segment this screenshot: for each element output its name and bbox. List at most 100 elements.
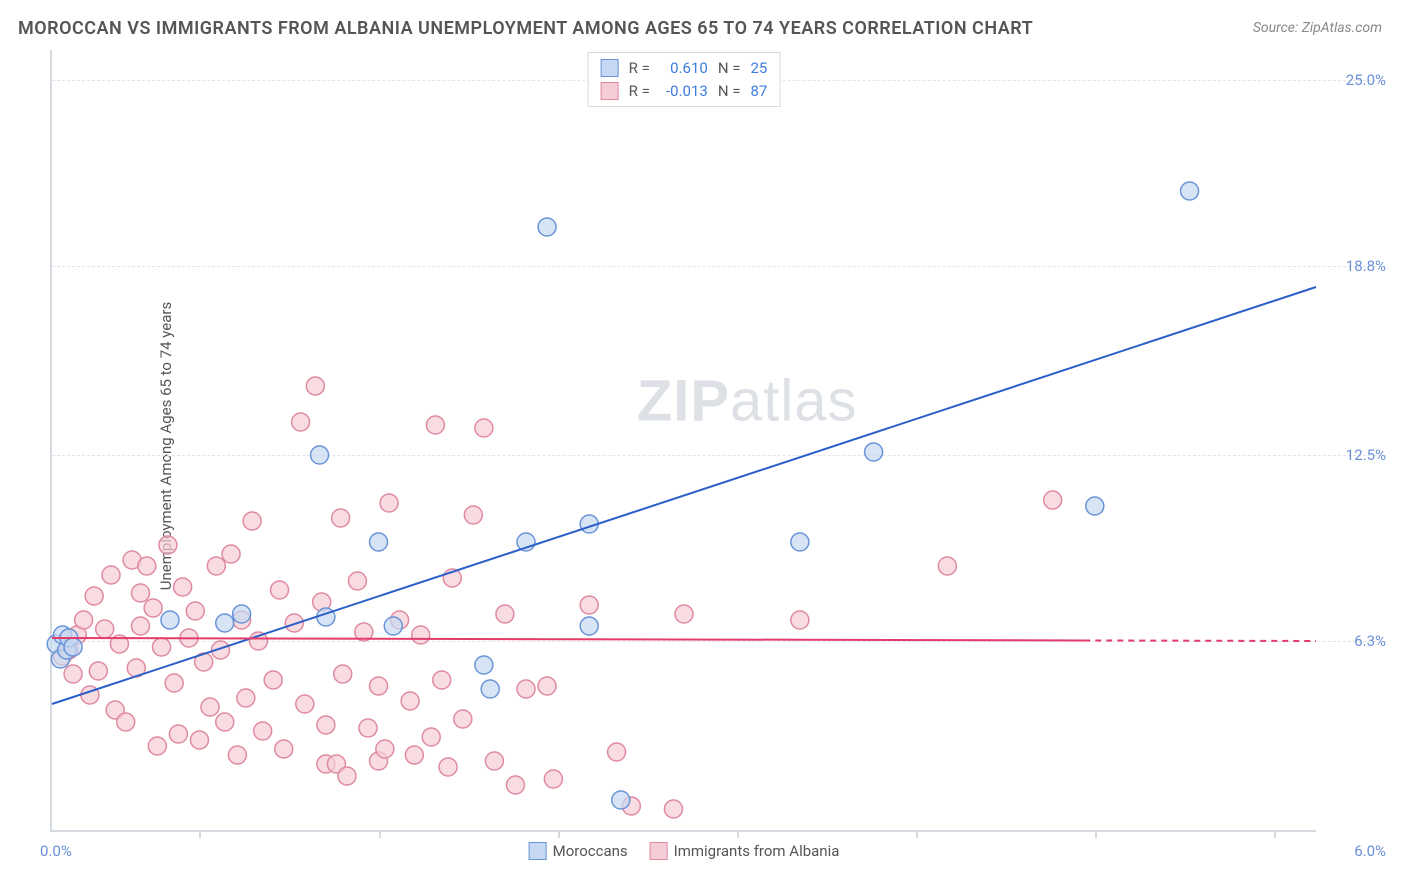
y-tick-label: 25.0%: [1326, 71, 1386, 89]
data-point: [538, 218, 556, 236]
data-point: [359, 719, 377, 737]
y-tick-label: 12.5%: [1326, 446, 1386, 464]
data-point: [517, 680, 535, 698]
data-point: [186, 602, 204, 620]
correlation-row-2: R = -0.013 N = 87: [601, 80, 768, 103]
data-point: [271, 581, 289, 599]
data-point: [791, 611, 809, 629]
series-legend: Moroccans Immigrants from Albania: [529, 842, 840, 860]
data-point: [317, 716, 335, 734]
data-point: [144, 599, 162, 617]
data-point: [216, 614, 234, 632]
data-point: [380, 494, 398, 512]
data-point: [254, 722, 272, 740]
regression-line: [52, 287, 1316, 704]
data-point: [332, 509, 350, 527]
correlation-legend: R = 0.610 N = 25 R = -0.013 N = 87: [588, 52, 781, 107]
data-point: [370, 533, 388, 551]
data-point: [264, 671, 282, 689]
data-point: [384, 617, 402, 635]
data-point: [233, 605, 251, 623]
data-point: [506, 776, 524, 794]
x-tick: [1095, 830, 1097, 838]
data-point: [131, 584, 149, 602]
y-tick-label: 18.8%: [1326, 257, 1386, 275]
x-tick: [737, 830, 739, 838]
data-point: [608, 743, 626, 761]
data-point: [96, 620, 114, 638]
data-point: [228, 746, 246, 764]
data-point: [243, 512, 261, 530]
data-point: [612, 791, 630, 809]
data-point: [117, 713, 135, 731]
data-point: [85, 587, 103, 605]
data-point: [64, 638, 82, 656]
source-citation: Source: ZipAtlas.com: [1253, 20, 1382, 36]
data-point: [222, 545, 240, 563]
x-tick: [1274, 830, 1276, 838]
data-point: [207, 557, 225, 575]
data-point: [865, 443, 883, 461]
data-point: [439, 758, 457, 776]
data-point: [75, 611, 93, 629]
data-point: [422, 728, 440, 746]
data-point: [148, 737, 166, 755]
data-point: [338, 767, 356, 785]
data-point: [131, 617, 149, 635]
data-point: [938, 557, 956, 575]
data-point: [1044, 491, 1062, 509]
data-point: [412, 626, 430, 644]
legend-swatch-icon: [650, 842, 668, 860]
data-point: [401, 692, 419, 710]
data-point: [496, 605, 514, 623]
data-point: [165, 674, 183, 692]
legend-swatch-icon: [601, 59, 619, 77]
data-point: [1086, 497, 1104, 515]
data-point: [538, 677, 556, 695]
data-point: [475, 419, 493, 437]
x-tick: [558, 830, 560, 838]
data-point: [454, 710, 472, 728]
data-point: [311, 446, 329, 464]
regression-line: [52, 638, 1084, 640]
legend-swatch-icon: [529, 842, 547, 860]
data-point: [306, 377, 324, 395]
data-point: [174, 578, 192, 596]
data-point: [334, 665, 352, 683]
data-point: [190, 731, 208, 749]
data-point: [153, 638, 171, 656]
plot-area: ZIPatlas 6.3%12.5%18.8%25.0% R = 0.610 N…: [50, 50, 1316, 832]
data-point: [237, 689, 255, 707]
legend-item-1: Moroccans: [529, 842, 628, 860]
data-point: [544, 770, 562, 788]
scatter-plot-svg: [52, 50, 1316, 830]
y-tick-label: 6.3%: [1326, 632, 1386, 650]
data-point: [102, 566, 120, 584]
legend-label: Immigrants from Albania: [674, 842, 840, 860]
data-point: [159, 536, 177, 554]
data-point: [161, 611, 179, 629]
chart-title: MOROCCAN VS IMMIGRANTS FROM ALBANIA UNEM…: [18, 18, 1033, 39]
data-point: [201, 698, 219, 716]
regression-line-dashed: [1084, 640, 1316, 641]
data-point: [169, 725, 187, 743]
x-tick: [379, 830, 381, 838]
data-point: [675, 605, 693, 623]
legend-item-2: Immigrants from Albania: [650, 842, 840, 860]
x-axis-min-label: 0.0%: [40, 842, 72, 860]
data-point: [376, 740, 394, 758]
data-point: [475, 656, 493, 674]
data-point: [791, 533, 809, 551]
data-point: [64, 665, 82, 683]
data-point: [580, 617, 598, 635]
data-point: [426, 416, 444, 434]
data-point: [370, 677, 388, 695]
data-point: [216, 713, 234, 731]
data-point: [296, 695, 314, 713]
data-point: [580, 596, 598, 614]
correlation-row-1: R = 0.610 N = 25: [601, 57, 768, 80]
x-tick: [199, 830, 201, 838]
data-point: [292, 413, 310, 431]
data-point: [89, 662, 107, 680]
x-axis-max-label: 6.0%: [1354, 842, 1386, 860]
